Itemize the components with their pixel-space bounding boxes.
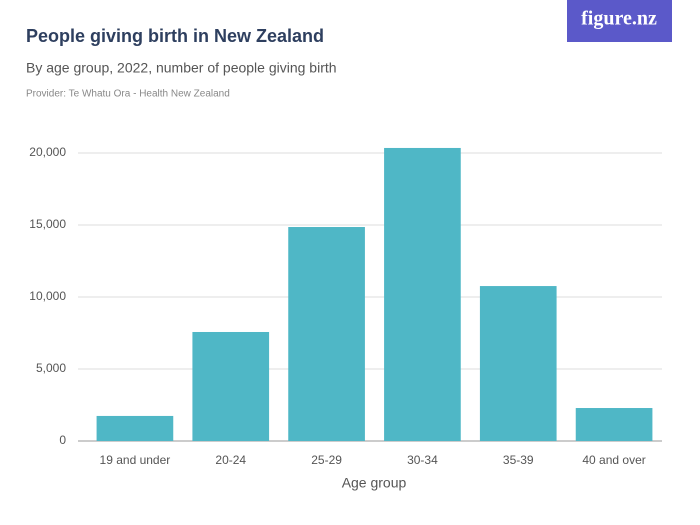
x-tick-label: 30-34	[407, 453, 438, 467]
bar	[575, 408, 653, 441]
bar	[384, 147, 461, 441]
y-tick-label: 10,000	[29, 289, 66, 303]
bar	[479, 286, 557, 441]
y-tick-label: 0	[59, 433, 66, 447]
logo-box	[567, 0, 672, 42]
logo: figure.nz	[581, 8, 657, 30]
x-tick-label: 40 and over	[582, 453, 645, 467]
y-tick-label: 15,000	[29, 217, 66, 231]
y-tick-label: 5,000	[36, 361, 66, 375]
bar	[192, 331, 270, 441]
x-axis-label: Age group	[342, 475, 407, 491]
bar	[96, 415, 174, 441]
x-tick-label: 25-29	[311, 453, 342, 467]
x-tick-label: 35-39	[503, 453, 534, 467]
y-tick-label: 20,000	[29, 145, 66, 159]
x-tick-label: 19 and under	[100, 453, 171, 467]
source: Provider: Te Whatu Ora - Health New Zeal…	[26, 89, 230, 100]
x-tick-label: 20-24	[215, 453, 246, 467]
chart-title: People giving birth in New Zealand	[26, 26, 324, 46]
chart-subtitle: By age group, 2022, number of people giv…	[26, 60, 337, 76]
bar	[288, 227, 365, 441]
